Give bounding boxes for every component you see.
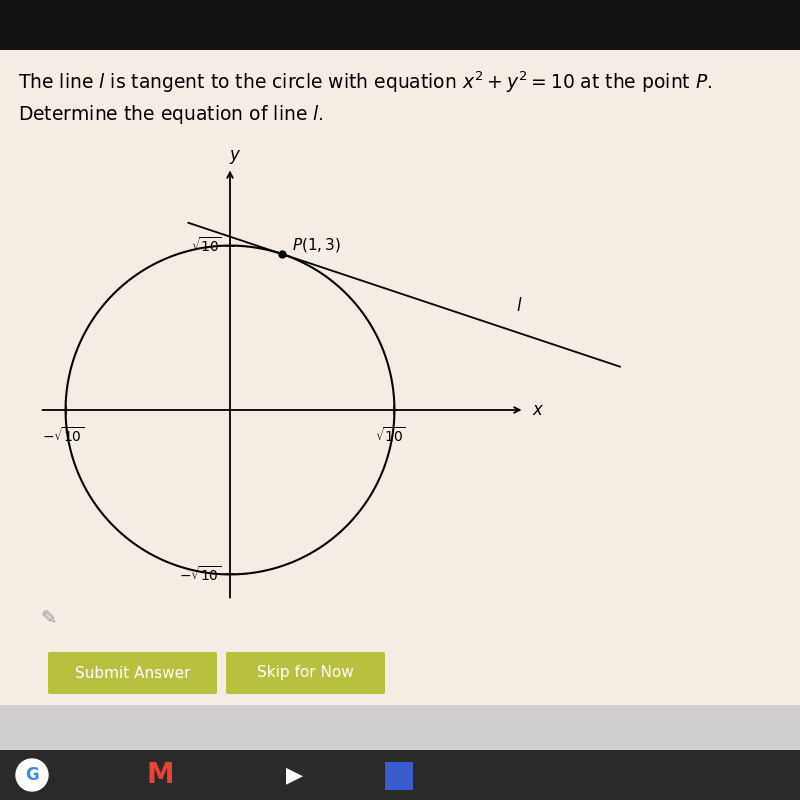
Bar — [0, 705, 800, 750]
Text: ▶: ▶ — [286, 765, 303, 785]
Text: M: M — [146, 761, 174, 789]
Text: The line $l$ is tangent to the circle with equation $x^2 + y^2 = 10$ at the poin: The line $l$ is tangent to the circle wi… — [18, 70, 713, 94]
Text: G: G — [25, 766, 39, 784]
Bar — [0, 750, 800, 800]
Text: y: y — [229, 146, 239, 163]
FancyBboxPatch shape — [226, 652, 385, 694]
Text: Submit Answer: Submit Answer — [75, 666, 190, 681]
Bar — [0, 0, 800, 50]
Text: ✎: ✎ — [40, 610, 56, 629]
Text: x: x — [533, 401, 542, 419]
Text: $-\sqrt{10}$: $-\sqrt{10}$ — [179, 565, 222, 584]
Circle shape — [16, 759, 48, 791]
Text: $l$: $l$ — [516, 297, 522, 315]
Text: $\sqrt{10}$: $\sqrt{10}$ — [375, 426, 406, 445]
Text: $P(1,3)$: $P(1,3)$ — [292, 235, 341, 254]
Text: Determine the equation of line $l$.: Determine the equation of line $l$. — [18, 102, 324, 126]
Bar — [0, 50, 800, 705]
FancyBboxPatch shape — [48, 652, 217, 694]
Bar — [385, 762, 413, 790]
Text: $\sqrt{10}$: $\sqrt{10}$ — [191, 236, 222, 255]
Text: $-\sqrt{10}$: $-\sqrt{10}$ — [42, 426, 85, 445]
Text: Skip for Now: Skip for Now — [257, 666, 354, 681]
